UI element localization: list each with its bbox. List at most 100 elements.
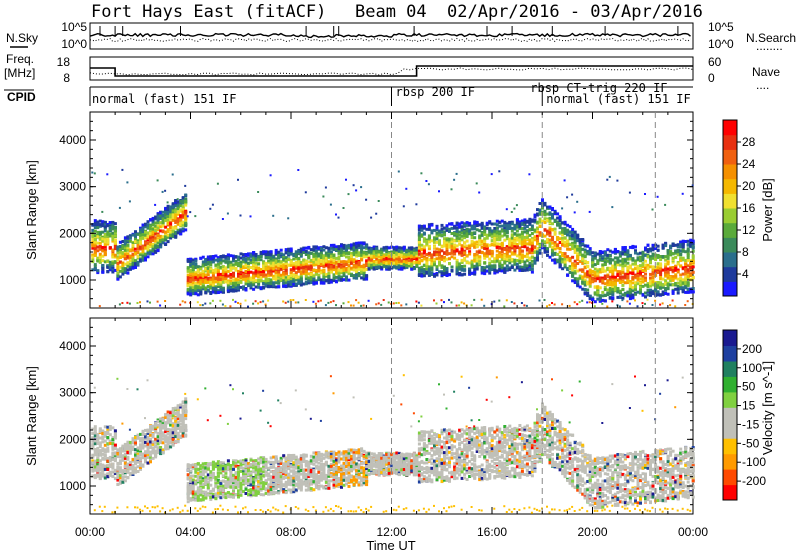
echo-cell xyxy=(161,210,165,214)
echo-cell xyxy=(415,261,419,265)
echo-cell xyxy=(337,251,341,255)
echo-cell xyxy=(588,296,592,300)
echo-cell xyxy=(322,275,326,279)
echo-cell xyxy=(387,261,391,265)
echo-cell xyxy=(553,232,557,236)
echo-cell xyxy=(352,246,356,250)
echo-cell xyxy=(118,240,122,244)
echo-cell xyxy=(264,273,268,277)
echo-cell xyxy=(488,257,492,261)
echo-cell xyxy=(108,263,112,267)
echo-cell xyxy=(307,267,311,271)
echo-cell xyxy=(309,273,313,277)
echo-cell xyxy=(407,263,411,267)
echo-cell xyxy=(171,218,175,222)
echo-cell xyxy=(530,255,534,259)
echo-cell xyxy=(128,236,132,240)
echo-cell xyxy=(538,248,542,252)
echo-cell xyxy=(505,222,509,226)
echo-cell xyxy=(536,239,539,243)
echo-cell xyxy=(458,233,462,237)
echo-cell xyxy=(530,259,534,263)
echo-cell xyxy=(169,213,173,217)
echo-cell xyxy=(360,258,364,262)
echo-cell xyxy=(267,273,271,277)
echo-cell xyxy=(377,260,381,264)
echo-cell xyxy=(508,266,512,270)
echo-cell xyxy=(553,252,557,256)
echo-cell xyxy=(317,268,321,272)
echo-cell xyxy=(611,277,615,281)
echo-cell xyxy=(468,261,472,265)
echo-cell xyxy=(561,260,565,264)
echo-cell xyxy=(448,238,451,242)
echo-cell xyxy=(402,252,406,256)
echo-cell xyxy=(206,284,210,288)
echo-cell xyxy=(189,278,193,282)
echo-cell xyxy=(184,210,188,214)
echo-cell xyxy=(164,232,168,236)
echo-cell xyxy=(611,264,615,268)
echo-cell xyxy=(151,231,155,235)
echo-cell xyxy=(425,267,429,271)
echo-cell xyxy=(337,276,341,280)
echo-cell xyxy=(402,260,406,264)
echo-cell xyxy=(239,271,243,274)
echo-cell xyxy=(568,242,572,246)
echo-cell xyxy=(573,269,577,273)
echo-cell xyxy=(209,270,213,274)
echo-cell xyxy=(370,266,374,269)
echo-cell xyxy=(443,268,446,272)
echo-cell xyxy=(541,206,544,210)
echo-cell xyxy=(480,221,484,225)
echo-cell xyxy=(146,226,150,230)
echo-cell xyxy=(131,243,135,247)
echo-cell xyxy=(294,276,298,279)
echo-cell xyxy=(191,281,195,285)
echo-cell xyxy=(337,255,341,259)
echo-cell xyxy=(450,301,453,304)
echo-cell xyxy=(360,248,364,252)
echo-cell xyxy=(430,262,434,266)
echo-cell xyxy=(601,266,605,270)
echo-cell xyxy=(189,286,193,290)
echo-cell xyxy=(420,268,424,272)
echo-cell xyxy=(513,260,517,264)
echo-cell xyxy=(593,272,597,276)
echo-cell xyxy=(548,211,552,215)
echo-cell xyxy=(611,272,615,276)
echo-cell xyxy=(299,277,303,281)
echo-cell xyxy=(191,272,195,276)
echo-cell xyxy=(304,267,308,271)
echo-cell xyxy=(128,259,132,263)
frequency-trace xyxy=(90,65,693,77)
echo-cell xyxy=(169,215,173,219)
echo-cell xyxy=(161,230,165,234)
echo-cell xyxy=(420,274,424,278)
echo-cell xyxy=(176,211,180,215)
echo-cell xyxy=(606,280,610,284)
echo-cell xyxy=(159,304,162,307)
echo-cell xyxy=(342,268,346,272)
echo-cell xyxy=(103,240,107,244)
echo-cell xyxy=(169,209,173,213)
echo-cell xyxy=(267,271,271,275)
echo-cell xyxy=(284,276,288,280)
echo-cell xyxy=(427,267,431,271)
echo-cell xyxy=(332,273,336,277)
echo-cell xyxy=(548,244,552,248)
echo-cell xyxy=(96,271,100,275)
echo-cell xyxy=(498,246,502,250)
echo-cell xyxy=(252,281,256,285)
echo-cell xyxy=(355,248,359,252)
echo-cell xyxy=(415,251,419,255)
echo-cell xyxy=(362,277,366,281)
echo-cell xyxy=(520,257,524,261)
echo-cell xyxy=(488,221,492,225)
echo-cell xyxy=(558,247,562,250)
echo-cell xyxy=(204,260,208,264)
echo-cell xyxy=(380,262,384,266)
echo-cell xyxy=(171,216,175,220)
echo-cell xyxy=(573,247,577,250)
echo-cell xyxy=(169,222,173,226)
